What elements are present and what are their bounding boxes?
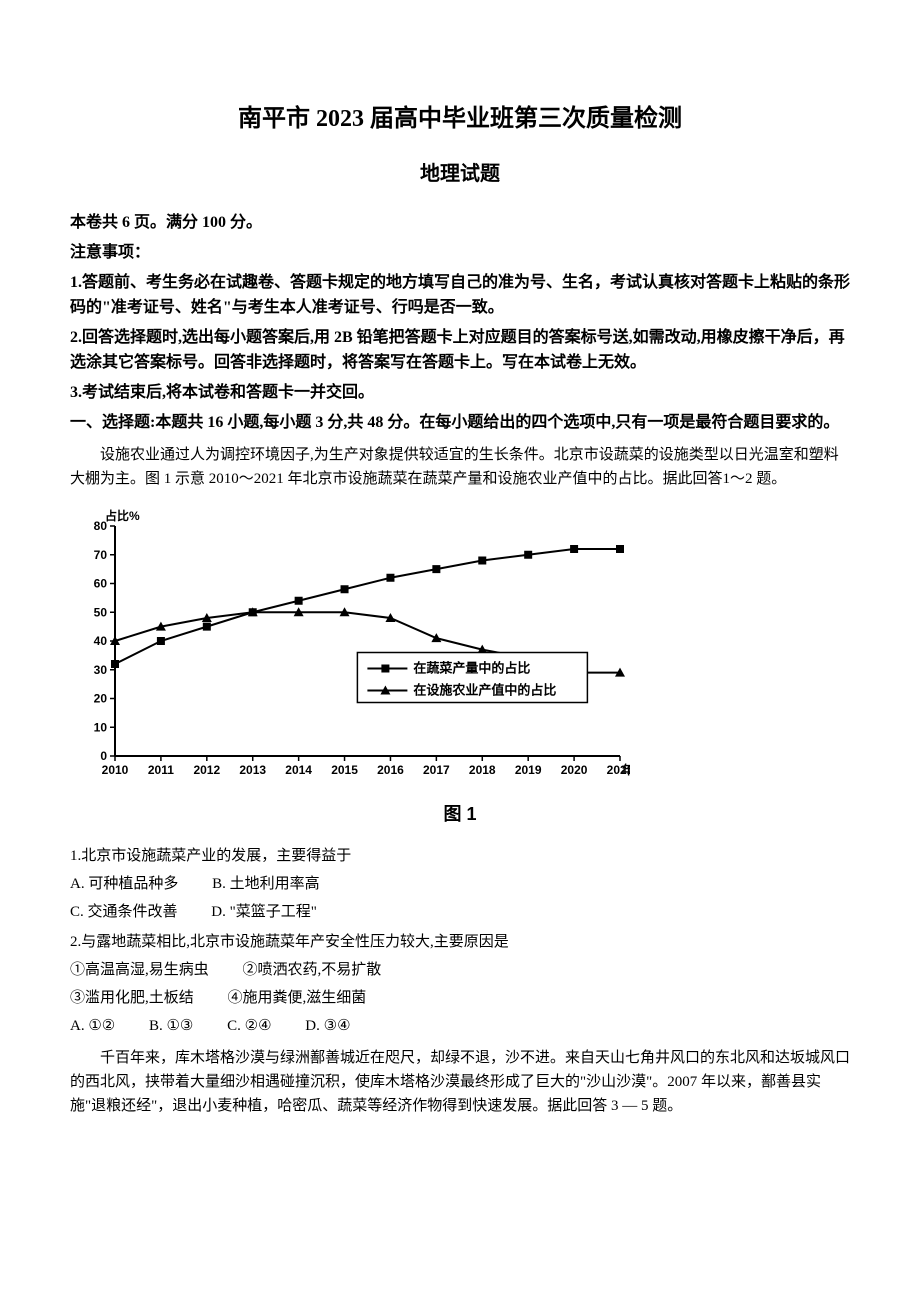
svg-text:在蔬菜产量中的占比: 在蔬菜产量中的占比: [413, 661, 530, 676]
svg-text:2017: 2017: [423, 763, 450, 777]
svg-text:20: 20: [94, 692, 108, 706]
svg-text:2012: 2012: [193, 763, 220, 777]
q1-opt-c: C. 交通条件改善: [70, 900, 178, 924]
svg-text:30: 30: [94, 663, 108, 677]
exam-title: 南平市 2023 届高中毕业班第三次质量检测: [70, 100, 850, 138]
figure-1-chart: 占比% 0 10 20 30 40 50 60 70 80 2010 2011 2012 2013 2014…: [70, 506, 630, 786]
svg-text:2016: 2016: [377, 763, 404, 777]
q2-sub-3: ③滥用化肥,土板结: [70, 986, 194, 1010]
q2-opt-d: D. ③④: [305, 1014, 350, 1038]
q1-opt-d: D. "菜篮子工程": [211, 900, 317, 924]
q2-sub-row2: ③滥用化肥,土板结 ④施用粪便,滋生细菌: [70, 986, 850, 1010]
notice-1: 1.答题前、考生务必在试趣卷、答题卡规定的地方填写自己的准为号、生名，考试认真核…: [70, 270, 850, 321]
section-heading: 一、选择题:本题共 16 小题,每小题 3 分,共 48 分。在每小题给出的四个…: [70, 410, 850, 436]
svg-text:2011: 2011: [148, 763, 174, 777]
q2-opt-b: B. ①③: [149, 1014, 193, 1038]
svg-text:年份: 年份: [622, 762, 630, 777]
q2-sub-4: ④施用粪便,滋生细菌: [228, 986, 367, 1010]
q1-opt-b: B. 土地利用率高: [212, 872, 320, 896]
svg-text:0: 0: [100, 749, 107, 763]
svg-text:60: 60: [94, 577, 108, 591]
svg-text:70: 70: [94, 548, 108, 562]
q2-sub-row1: ①高温高湿,易生病虫 ②喷洒农药,不易扩散: [70, 958, 850, 982]
svg-text:2019: 2019: [515, 763, 542, 777]
svg-text:80: 80: [94, 519, 108, 533]
passage-2: 千百年来，库木塔格沙漠与绿洲鄯善城近在咫尺，却绿不退，沙不进。来自天山七角井风口…: [70, 1046, 850, 1118]
svg-text:占比%: 占比%: [105, 508, 140, 523]
q2-options: A. ①② B. ①③ C. ②④ D. ③④: [70, 1014, 850, 1038]
q1-stem: 1.北京市设施蔬菜产业的发展，主要得益于: [70, 844, 850, 868]
figure-1-container: 占比% 0 10 20 30 40 50 60 70 80 2010 2011 2012 2013 2014…: [70, 506, 850, 828]
figure-1-caption: 图 1: [70, 800, 850, 829]
subject-title: 地理试题: [70, 158, 850, 190]
notice-3: 3.考试结束后,将本试卷和答题卡一并交回。: [70, 380, 850, 406]
paper-info: 本卷共 6 页。满分 100 分。: [70, 210, 850, 236]
svg-text:2018: 2018: [469, 763, 496, 777]
svg-text:2010: 2010: [102, 763, 129, 777]
svg-text:在设施农业产值中的占比: 在设施农业产值中的占比: [413, 683, 556, 698]
svg-text:50: 50: [94, 605, 108, 619]
notice-heading: 注意事项：: [70, 240, 850, 266]
passage-1: 设施农业通过人为调控环境因子,为生产对象提供较适宜的生长条件。北京市设蔬菜的设施…: [70, 443, 850, 491]
svg-text:2020: 2020: [561, 763, 588, 777]
svg-text:40: 40: [94, 634, 108, 648]
svg-text:2015: 2015: [331, 763, 358, 777]
notice-2: 2.回答选择题时,选出每小题答案后,用 2B 铅笔把答题卡上对应题目的答案标号送…: [70, 325, 850, 376]
q2-opt-a: A. ①②: [70, 1014, 115, 1038]
q2-opt-c: C. ②④: [227, 1014, 271, 1038]
q1-options-row2: C. 交通条件改善 D. "菜篮子工程": [70, 900, 850, 924]
svg-text:10: 10: [94, 720, 108, 734]
q2-sub-1: ①高温高湿,易生病虫: [70, 958, 209, 982]
svg-text:2013: 2013: [239, 763, 266, 777]
svg-text:2014: 2014: [285, 763, 312, 777]
q2-sub-2: ②喷洒农药,不易扩散: [243, 958, 382, 982]
q1-options-row1: A. 可种植品种多 B. 土地利用率高: [70, 872, 850, 896]
q1-opt-a: A. 可种植品种多: [70, 872, 178, 896]
q2-stem: 2.与露地蔬菜相比,北京市设施蔬菜年产安全性压力较大,主要原因是: [70, 930, 850, 954]
